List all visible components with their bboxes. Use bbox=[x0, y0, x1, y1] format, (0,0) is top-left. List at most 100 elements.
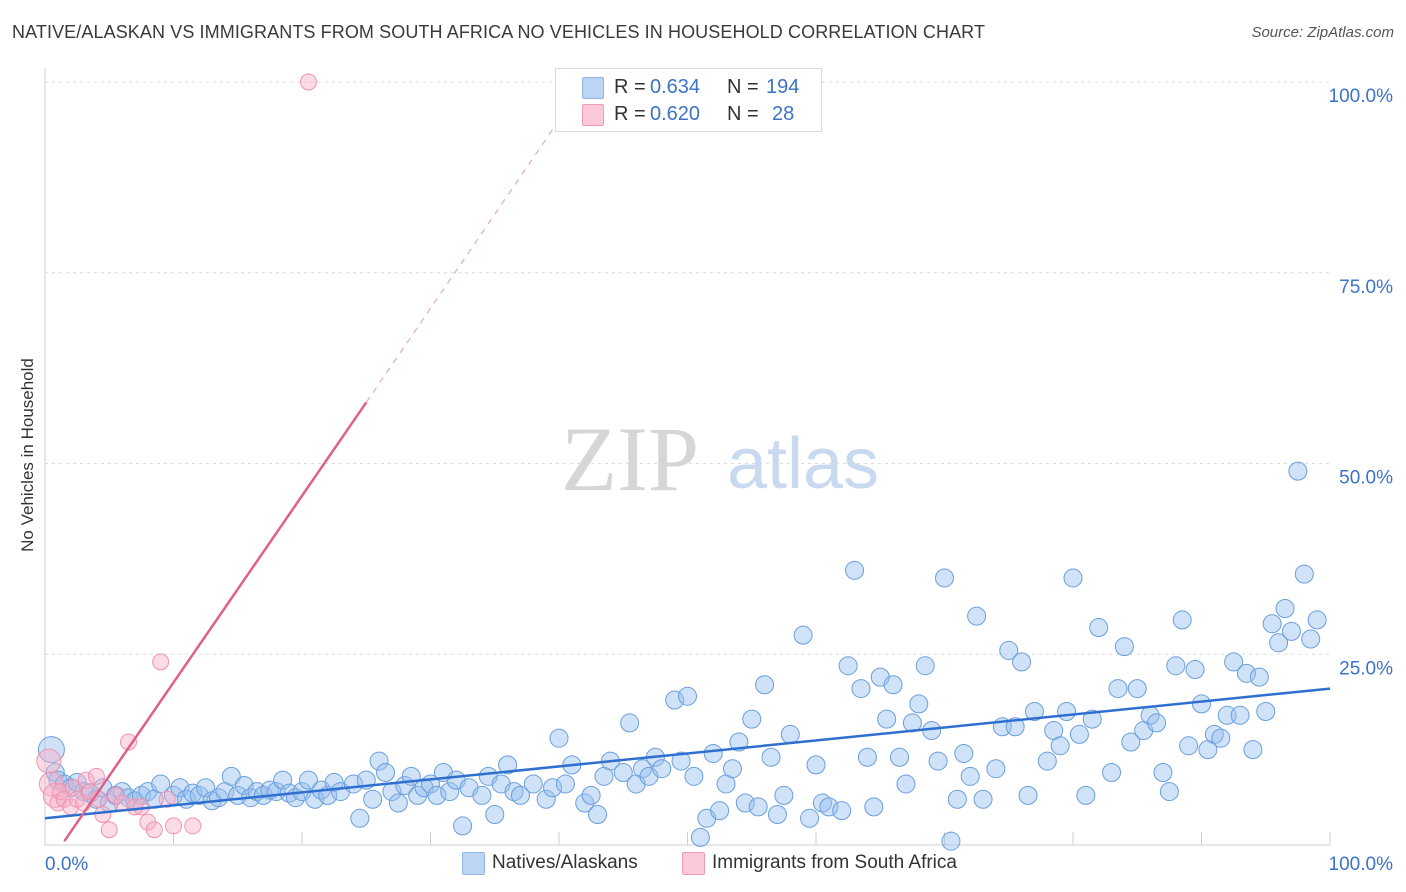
point-natives bbox=[710, 801, 730, 821]
correlation-legend: R = 0.634 N = 194 R = 0.620 N = 28 bbox=[555, 68, 822, 132]
point-natives bbox=[298, 770, 318, 790]
point-natives bbox=[1211, 728, 1231, 748]
trend-line-immigrants bbox=[63, 401, 368, 842]
point-natives bbox=[896, 774, 916, 794]
legend-n-value: 28 bbox=[772, 103, 795, 125]
y-tick-label: 50.0% bbox=[1339, 468, 1393, 489]
point-natives bbox=[1236, 663, 1256, 683]
point-natives bbox=[427, 785, 447, 805]
point-natives bbox=[767, 804, 787, 824]
point-natives bbox=[864, 797, 884, 817]
point-natives bbox=[485, 804, 505, 824]
point-natives bbox=[1269, 633, 1289, 653]
grid-lines bbox=[44, 68, 1331, 846]
point-natives bbox=[376, 763, 396, 783]
point-natives bbox=[1057, 701, 1077, 721]
point-natives bbox=[703, 743, 723, 763]
point-natives bbox=[1069, 724, 1089, 744]
point-natives bbox=[947, 789, 967, 809]
point-natives bbox=[819, 797, 839, 817]
watermark: ZIP atlas bbox=[561, 408, 879, 510]
watermark-zip: ZIP bbox=[561, 408, 699, 510]
y-tick-label: 100.0% bbox=[1329, 86, 1394, 107]
point-natives bbox=[780, 724, 800, 744]
point-immigrants bbox=[77, 771, 95, 789]
point-natives bbox=[652, 759, 672, 779]
point-natives bbox=[1224, 652, 1244, 672]
point-natives bbox=[915, 656, 935, 676]
point-natives bbox=[1307, 610, 1327, 630]
point-natives bbox=[453, 816, 473, 836]
point-natives bbox=[800, 808, 820, 828]
point-natives bbox=[588, 804, 608, 824]
legend-n-label: N = bbox=[727, 76, 759, 98]
point-natives bbox=[1179, 736, 1199, 756]
watermark-atlas: atlas bbox=[727, 424, 879, 504]
point-natives bbox=[1281, 621, 1301, 641]
point-natives bbox=[909, 694, 929, 714]
point-immigrants bbox=[87, 767, 105, 785]
point-natives bbox=[536, 789, 556, 809]
point-natives bbox=[1153, 763, 1173, 783]
point-natives bbox=[973, 789, 993, 809]
point-natives bbox=[440, 782, 460, 802]
point-natives bbox=[1166, 656, 1186, 676]
point-natives bbox=[1102, 763, 1122, 783]
point-natives bbox=[1012, 652, 1032, 672]
point-natives bbox=[1018, 785, 1038, 805]
point-natives bbox=[633, 759, 653, 779]
point-natives bbox=[1114, 637, 1134, 657]
point-natives bbox=[369, 751, 389, 771]
point-immigrants bbox=[165, 817, 182, 835]
point-natives bbox=[543, 778, 563, 798]
point-natives bbox=[857, 747, 877, 767]
trend-lines bbox=[44, 119, 1331, 842]
point-natives bbox=[890, 747, 910, 767]
point-natives bbox=[1037, 751, 1057, 771]
point-natives bbox=[690, 827, 710, 847]
point-natives bbox=[684, 766, 704, 786]
point-natives bbox=[1076, 785, 1096, 805]
point-natives bbox=[1294, 564, 1314, 584]
point-natives bbox=[1082, 709, 1102, 729]
point-natives bbox=[1275, 598, 1295, 618]
point-natives bbox=[555, 774, 575, 794]
point-immigrants bbox=[299, 73, 317, 91]
point-natives bbox=[408, 785, 428, 805]
point-natives bbox=[845, 560, 865, 580]
point-natives bbox=[581, 785, 601, 805]
point-natives bbox=[954, 743, 974, 763]
bottom-legend-label-natives: Natives/Alaskans bbox=[492, 852, 638, 873]
chart-title: NATIVE/ALASKAN VS IMMIGRANTS FROM SOUTH … bbox=[12, 22, 986, 42]
point-natives bbox=[1172, 610, 1192, 630]
y-axis-label: No Vehicles in Household bbox=[18, 358, 37, 552]
point-natives bbox=[748, 797, 768, 817]
point-natives bbox=[1159, 782, 1179, 802]
point-natives bbox=[999, 640, 1019, 660]
point-natives bbox=[1262, 614, 1282, 634]
legend-r-label: R = bbox=[614, 76, 646, 98]
legend-swatch-natives bbox=[582, 77, 604, 99]
point-natives bbox=[851, 679, 871, 699]
series-natives-points bbox=[37, 461, 1327, 851]
point-natives bbox=[350, 808, 370, 828]
point-natives bbox=[498, 755, 518, 775]
bottom-legend-swatch-natives bbox=[462, 852, 485, 875]
point-natives bbox=[1108, 679, 1128, 699]
point-natives bbox=[324, 772, 344, 792]
x-tick-label-right: 100.0% bbox=[1329, 854, 1394, 875]
point-natives bbox=[1256, 701, 1276, 721]
point-natives bbox=[729, 732, 749, 752]
point-natives bbox=[1192, 694, 1211, 714]
point-natives bbox=[388, 793, 408, 813]
point-natives bbox=[549, 728, 569, 748]
point-natives bbox=[960, 766, 980, 786]
point-natives bbox=[665, 690, 685, 710]
point-immigrants bbox=[100, 821, 118, 839]
point-natives bbox=[472, 785, 492, 805]
point-natives bbox=[1024, 701, 1044, 721]
point-natives bbox=[1147, 713, 1167, 733]
bottom-legend-label-immigrants: Immigrants from South Africa bbox=[712, 852, 957, 873]
point-immigrants bbox=[152, 653, 170, 671]
point-natives bbox=[575, 793, 595, 813]
